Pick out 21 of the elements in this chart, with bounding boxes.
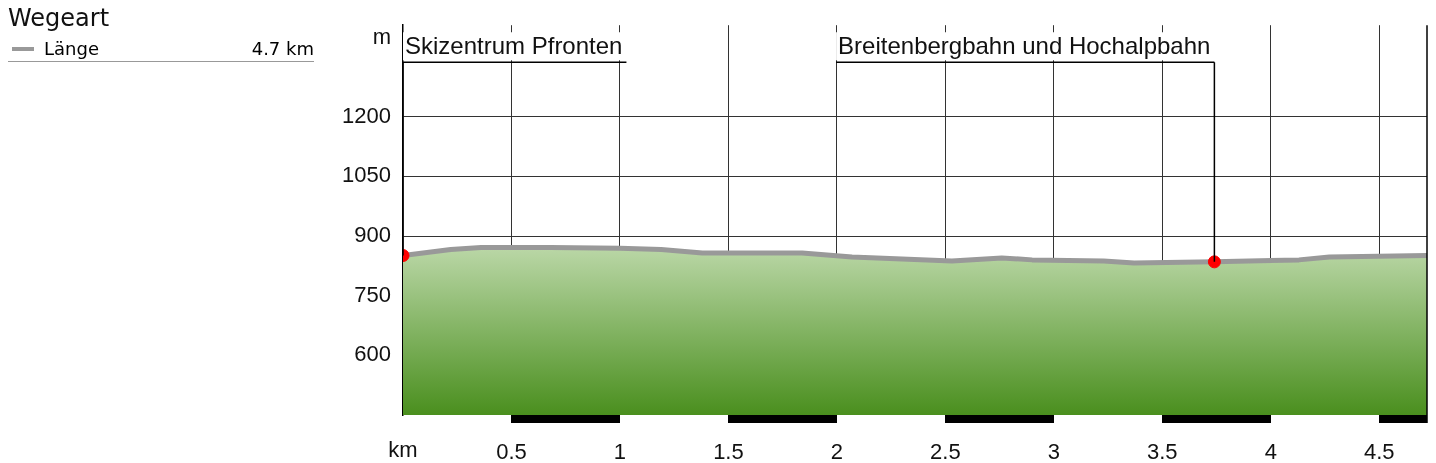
y-tick-label: 1200 [342, 102, 391, 128]
x-tick-label: 2.5 [930, 439, 961, 463]
text: 4.7 km [251, 38, 314, 59]
legend-label: Länge [44, 38, 100, 59]
y-tick-label: 1050 [342, 162, 391, 188]
x-tick-label: 1.5 [713, 439, 744, 463]
y-tick-label: 900 [354, 222, 391, 248]
y-axis-title: m [372, 24, 391, 50]
annotation: Skizentrum Pfronten [405, 32, 623, 60]
x-tick-label: 0.5 [496, 439, 527, 463]
annotation: Breitenbergbahn und Hochalpbahn [838, 32, 1211, 60]
y-tick-label: 750 [354, 281, 391, 307]
y-tick-label: 600 [354, 341, 391, 367]
legend-title: Wegeart [8, 4, 111, 32]
x-axis-title: km [388, 437, 418, 463]
x-tick-label: 4.5 [1363, 439, 1395, 463]
x-tick-label: 4 [1264, 439, 1277, 463]
x-tick-label: 3.5 [1147, 439, 1178, 463]
x-tick-label: 2 [830, 439, 844, 463]
x-tick-label: 3 [1047, 439, 1060, 463]
x-tick-label: 1 [613, 439, 627, 463]
